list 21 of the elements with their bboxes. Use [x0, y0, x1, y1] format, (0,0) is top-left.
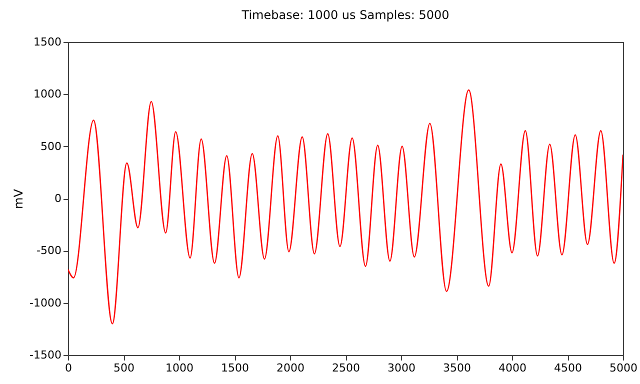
x-tick-label: 500 [114, 362, 134, 374]
y-tick-label: -1500 [30, 348, 62, 362]
y-tick-label: -1000 [30, 296, 62, 310]
x-tick-label: 4000 [498, 362, 526, 374]
x-tick-label: 1000 [166, 362, 194, 374]
x-tick-label: 0 [65, 362, 72, 374]
x-tick-label: 3500 [443, 362, 471, 374]
y-tick-label: -500 [36, 244, 62, 258]
x-tick-label: 3000 [388, 362, 416, 374]
y-tick-label: 1500 [34, 36, 62, 48]
x-tick-label: 5000 [610, 362, 638, 374]
chart-title: Timebase: 1000 us Samples: 5000 [240, 8, 450, 22]
line-series [68, 89, 623, 324]
y-tick-label: 500 [40, 140, 62, 153]
y-tick-label: 0 [54, 192, 62, 205]
x-tick-label: 1500 [221, 362, 249, 374]
y-axis-title: mV [12, 188, 26, 209]
x-tick-label: 2500 [332, 362, 360, 374]
x-tick-label: 2000 [276, 362, 304, 374]
x-tick-label: 4500 [554, 362, 582, 374]
y-tick-label: 1000 [34, 88, 62, 101]
